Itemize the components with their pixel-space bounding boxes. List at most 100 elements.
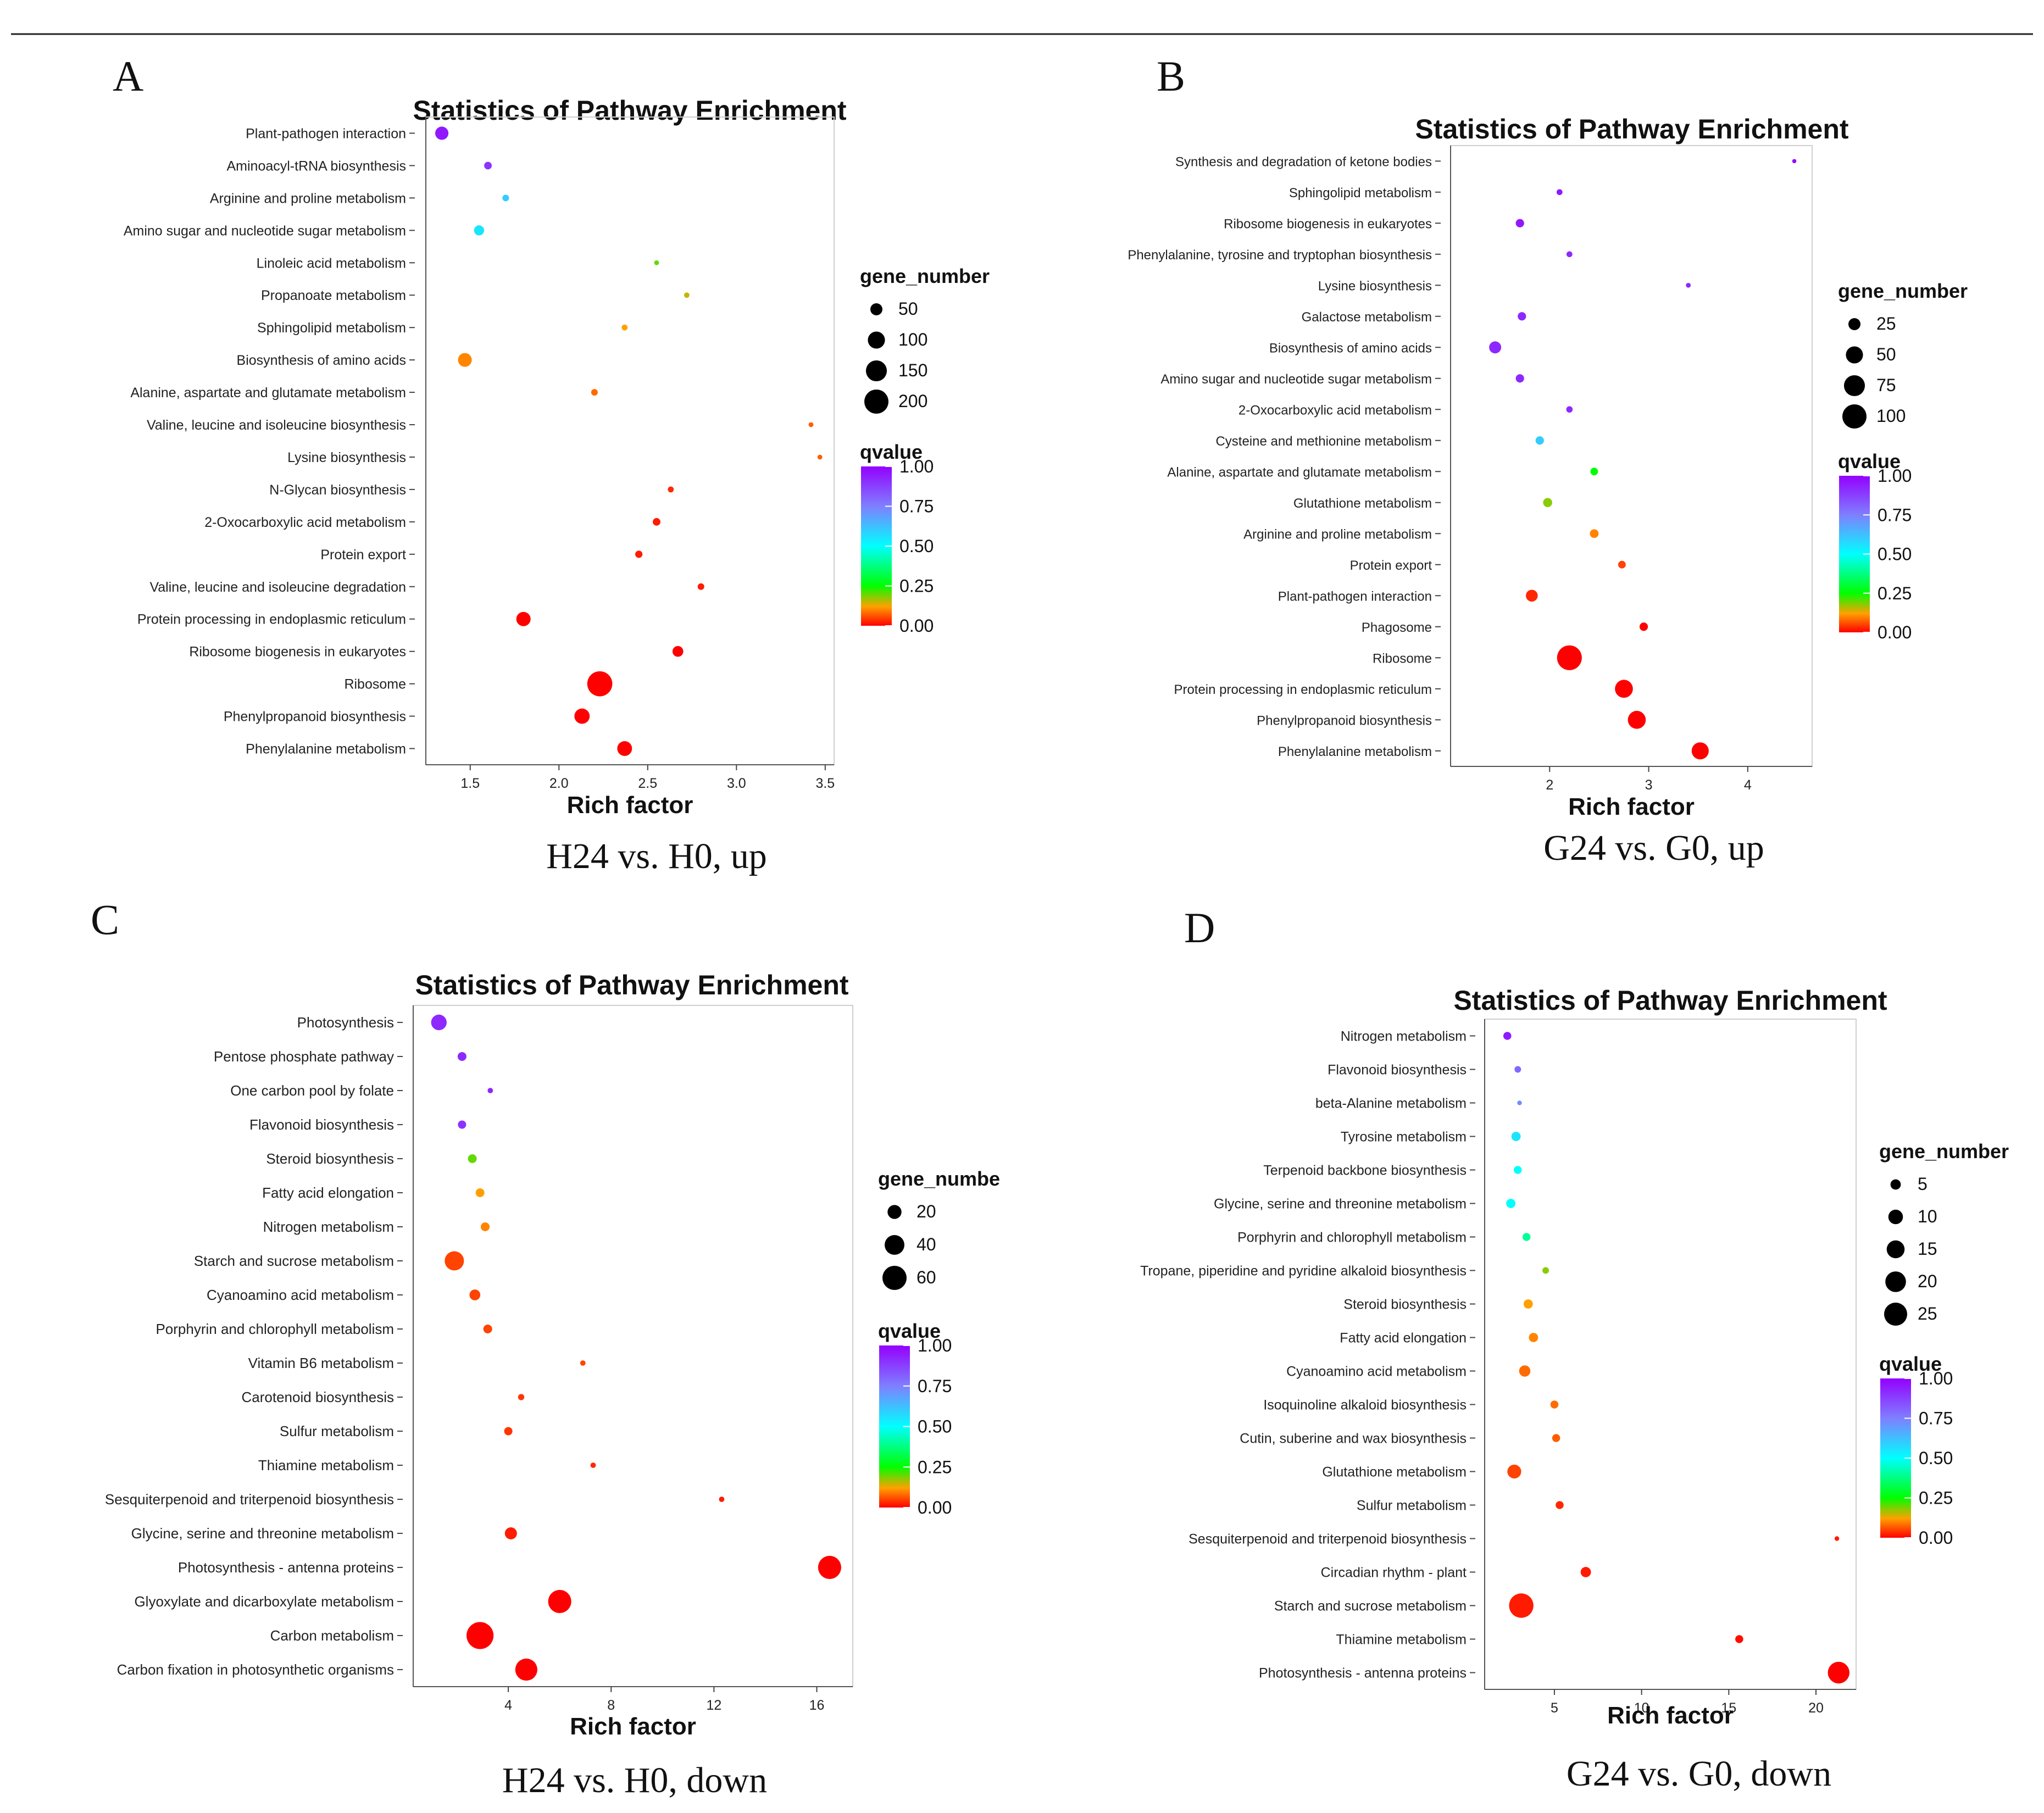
data-point [1552, 1434, 1560, 1442]
size-legend-label: 50 [898, 299, 918, 319]
panel-letter-a: A [113, 52, 143, 100]
color-legend-label: 0.25 [918, 1457, 952, 1477]
data-point [1522, 1233, 1531, 1241]
plot-area [425, 116, 835, 765]
panel-letter-d: D [1184, 904, 1215, 952]
category-label: Glycine, serine and threonine metabolism [1214, 1197, 1467, 1212]
data-point [435, 126, 449, 140]
data-point [431, 1014, 447, 1031]
category-label: Ribosome biogenesis in eukaryotes [1224, 216, 1432, 231]
category-label: Lysine biosynthesis [287, 450, 406, 465]
color-legend-label: 1.00 [918, 1336, 952, 1355]
category-label: Biosynthesis of amino acids [237, 353, 406, 368]
size-legend-marker [1842, 404, 1867, 429]
category-label: Linoleic acid metabolism [257, 255, 406, 271]
x-tick-label: 15 [1721, 1700, 1736, 1716]
data-point [516, 611, 531, 626]
category-label: Sesquiterpenoid and triterpenoid biosynt… [105, 1491, 394, 1508]
color-legend-label: 0.25 [899, 576, 934, 596]
category-label: Amino sugar and nucleotide sugar metabol… [1160, 372, 1432, 387]
size-legend-marker [864, 390, 888, 414]
size-legend-label: 5 [1918, 1174, 1928, 1194]
data-point [515, 1658, 537, 1681]
size-legend-label: 15 [1918, 1239, 1937, 1259]
data-point [580, 1360, 586, 1366]
category-label: Ribosome biogenesis in eukaryotes [189, 644, 406, 660]
data-point [654, 260, 659, 265]
data-point [504, 1427, 513, 1436]
category-label: Valine, leucine and isoleucine degradati… [149, 580, 406, 595]
color-legend-label: 0.75 [899, 497, 934, 516]
data-point [719, 1497, 725, 1502]
x-tick-label: 2.5 [638, 776, 657, 791]
category-label: Sesquiterpenoid and triterpenoid biosynt… [1188, 1532, 1467, 1547]
size-legend-label: 40 [917, 1234, 936, 1254]
data-point [684, 292, 690, 298]
panel-a-chart: Statistics of Pathway Enrichment Plant-pa… [124, 95, 990, 876]
category-label: Terpenoid backbone biosynthesis [1263, 1163, 1467, 1178]
category-label: Alanine, aspartate and glutamate metabol… [130, 385, 406, 401]
category-label: Cyanoamino acid metabolism [1286, 1364, 1467, 1380]
category-label: Photosynthesis - antenna proteins [1259, 1666, 1467, 1681]
panel-c-chart: Statistics of Pathway Enrichment Photosyn… [105, 970, 1000, 1800]
color-legend-label: 1.00 [1919, 1369, 1953, 1388]
x-tick-label: 1.5 [460, 776, 480, 791]
category-label: Starch and sucrose metabolism [1274, 1599, 1467, 1614]
x-axis-label: Rich factor [1607, 1702, 1734, 1729]
color-legend-label: 0.00 [1919, 1528, 1953, 1548]
category-label: Nitrogen metabolism [263, 1219, 394, 1235]
category-label: Starch and sucrose metabolism [194, 1253, 394, 1269]
plot-area [1484, 1019, 1857, 1690]
x-tick-label: 4 [504, 1698, 512, 1713]
data-point [652, 518, 660, 526]
data-point [1489, 341, 1502, 354]
data-point [1834, 1536, 1840, 1541]
data-point [484, 162, 492, 170]
data-point [1590, 468, 1598, 476]
size-legend-marker [865, 360, 887, 382]
category-label: Carbon fixation in photosynthetic organi… [117, 1661, 394, 1678]
category-label: Protein export [1350, 558, 1432, 573]
size-legend-label: 20 [1918, 1271, 1937, 1291]
data-point [1639, 622, 1648, 631]
category-label: Plant-pathogen interaction [246, 126, 406, 141]
data-point [817, 454, 823, 460]
data-point [1566, 406, 1573, 413]
category-label: Thiamine metabolism [1336, 1632, 1467, 1648]
category-label: Phenylpropanoid biosynthesis [224, 709, 406, 725]
category-label: Galactose metabolism [1302, 310, 1432, 325]
data-point [818, 1555, 841, 1580]
category-label: Alanine, aspartate and glutamate metabol… [1167, 465, 1432, 480]
x-tick-label: 2.0 [549, 776, 569, 791]
size-legend-marker [1885, 1271, 1906, 1292]
data-point [502, 194, 509, 202]
size-legend-title: gene_number [1879, 1140, 2009, 1163]
category-label: Cysteine and methionine metabolism [1215, 434, 1432, 449]
category-label: Biosynthesis of amino acids [1269, 341, 1432, 355]
color-legend-label: 1.00 [899, 457, 934, 476]
data-point [1535, 436, 1544, 445]
data-point [591, 389, 598, 396]
data-point [621, 324, 628, 331]
data-point [480, 1222, 490, 1232]
category-label: Cyanoamino acid metabolism [207, 1287, 394, 1303]
category-label: Photosynthesis - antenna proteins [178, 1559, 394, 1576]
category-label: Flavonoid biosynthesis [1328, 1063, 1467, 1078]
data-point [672, 646, 684, 657]
category-label: Phenylalanine, tyrosine and tryptophan b… [1127, 248, 1432, 263]
panel-caption: G24 vs. G0, up [1543, 828, 1764, 868]
plot-area [413, 1005, 853, 1687]
color-legend-label: 0.75 [1919, 1409, 1953, 1428]
x-axis-label: Rich factor [570, 1713, 696, 1740]
data-point [445, 1251, 464, 1271]
category-label: Sphingolipid metabolism [1289, 186, 1432, 201]
color-legend-label: 0.00 [899, 616, 934, 636]
category-label: Aminoacyl-tRNA biosynthesis [226, 158, 406, 174]
category-label: Porphyrin and chlorophyll metabolism [155, 1321, 394, 1337]
category-label: Sphingolipid metabolism [257, 320, 406, 336]
data-point [1503, 1032, 1512, 1040]
data-point [1518, 312, 1526, 321]
category-label: Glutathione metabolism [1322, 1465, 1467, 1480]
category-label: Phenylalanine metabolism [1278, 744, 1432, 759]
